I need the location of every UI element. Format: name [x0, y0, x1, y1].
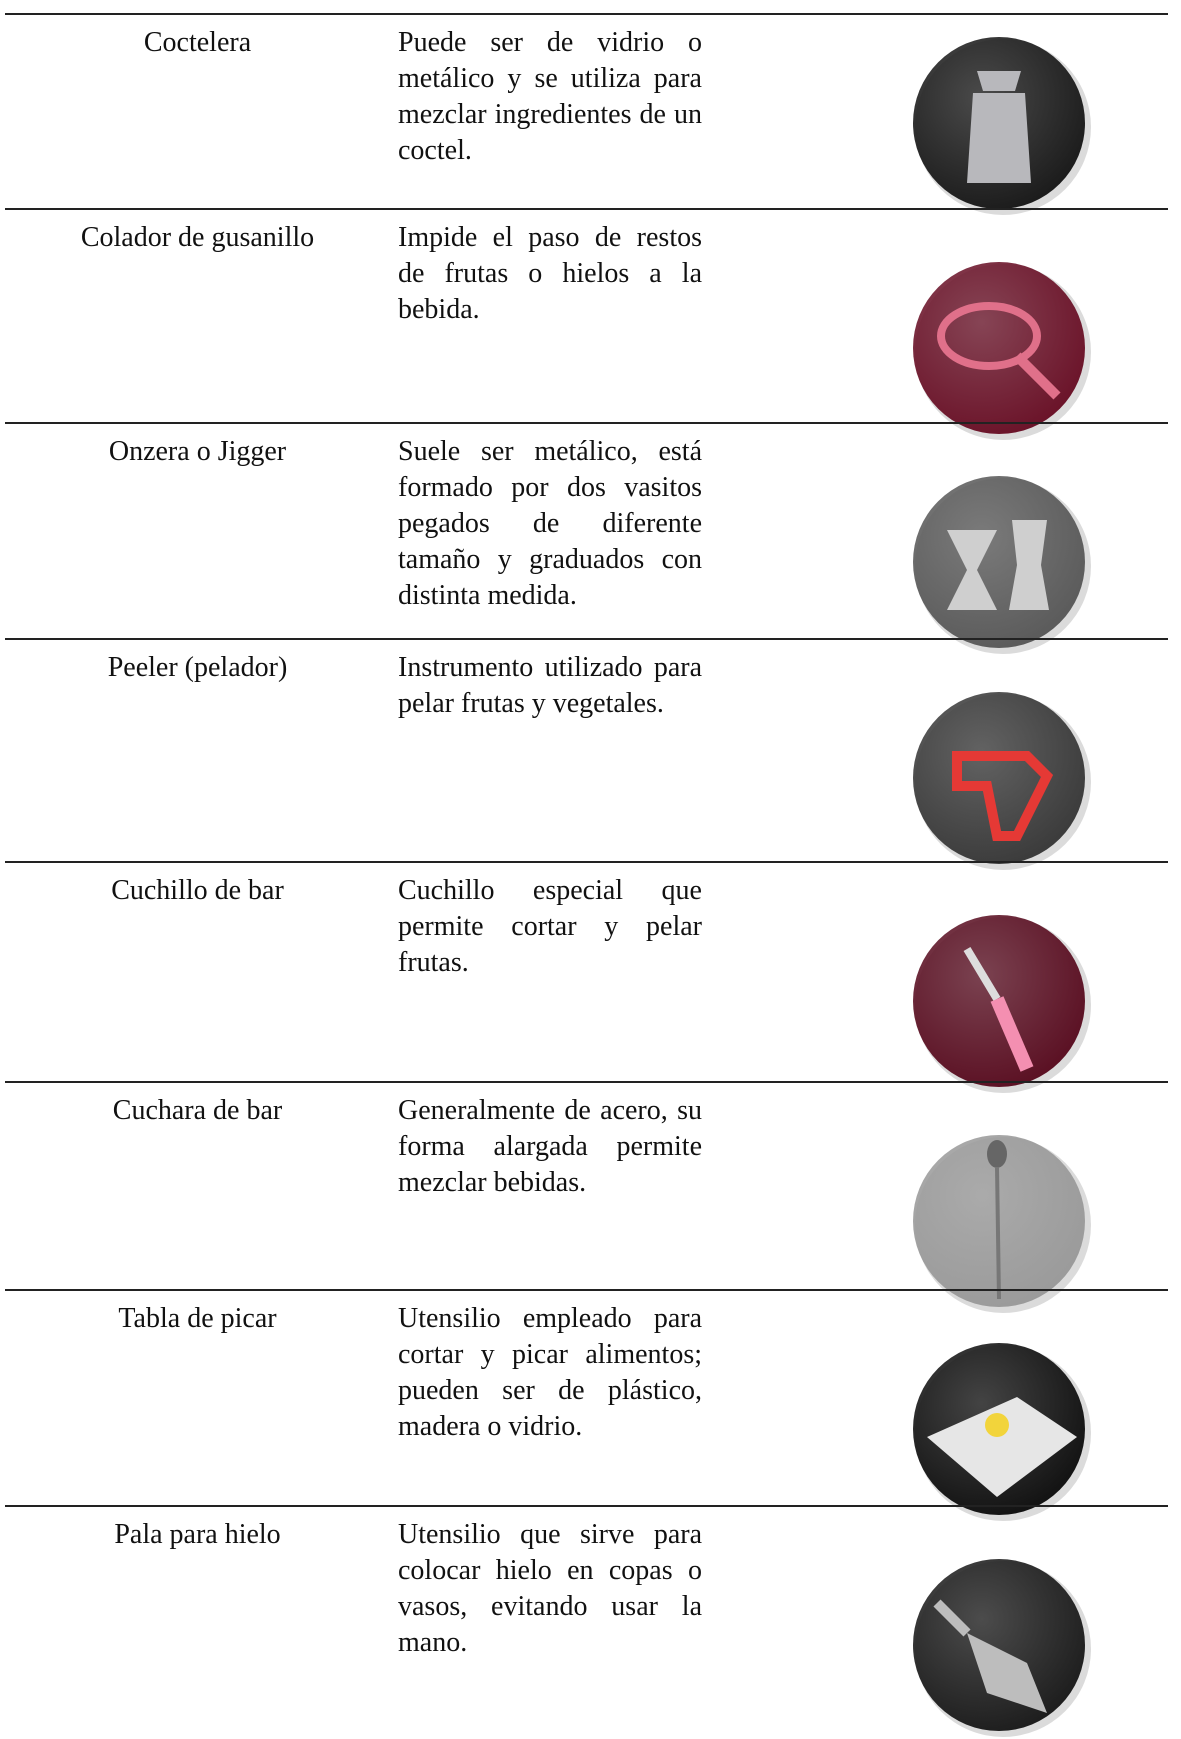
tool-photo	[913, 1559, 1091, 1737]
board	[927, 1397, 1077, 1497]
tool-description: Puede ser de vidrio o metálico y se util…	[398, 27, 702, 166]
shaker	[967, 71, 1031, 183]
tool-photo	[913, 1135, 1091, 1313]
strainer-handle	[1013, 352, 1061, 400]
tool-photo	[913, 37, 1091, 215]
tool-name: Cuchillo de bar	[111, 875, 284, 906]
lemon	[985, 1413, 1009, 1437]
photo-circle	[913, 692, 1085, 864]
row-rule	[5, 208, 1168, 210]
tool-name: Colador de gusanillo	[80, 222, 315, 253]
tool-description: Generalmente de acero, su forma alargada…	[398, 1095, 702, 1198]
tool-name: Peeler (pelador)	[107, 652, 288, 683]
tool-photo	[913, 692, 1091, 870]
knife-blade	[963, 946, 1001, 1002]
tool-photo	[913, 915, 1091, 1093]
tool-description: Suele ser metálico, está formado por dos…	[398, 436, 702, 611]
spoon-bowl	[987, 1140, 1007, 1168]
tool-name: Onzera o Jigger	[108, 436, 287, 467]
tool-description: Utensilio empleado para cortar y picar a…	[398, 1303, 702, 1442]
tool-description: Instrumento utilizado para pelar frutas …	[398, 652, 702, 719]
row-rule	[5, 638, 1168, 640]
photo-circle	[913, 1559, 1085, 1731]
strainer	[937, 302, 1041, 370]
peeler	[952, 751, 1054, 841]
row-rule	[5, 422, 1168, 424]
tool-description: Cuchillo especial que permite cortar y p…	[398, 875, 702, 978]
tool-name: Tabla de picar	[118, 1303, 277, 1334]
row-rule	[5, 861, 1168, 863]
photo-circle	[913, 476, 1085, 648]
row-rule	[5, 1081, 1168, 1083]
spoon-stem	[995, 1166, 1001, 1300]
tool-photo	[913, 476, 1091, 654]
tool-photo	[913, 1343, 1091, 1521]
tool-name: Pala para hielo	[114, 1519, 281, 1550]
jigger	[1009, 520, 1049, 610]
tool-description: Impide el paso de restos de frutas o hie…	[398, 222, 702, 325]
tool-name: Coctelera	[143, 27, 252, 58]
tool-description: Utensilio que sirve para colocar hielo e…	[398, 1519, 702, 1658]
row-rule	[5, 1289, 1168, 1291]
knife-handle	[990, 996, 1034, 1072]
scoop-handle	[933, 1599, 971, 1637]
row-rule	[5, 1505, 1168, 1507]
jigger	[947, 530, 997, 610]
tool-photo	[913, 262, 1091, 440]
row-rule	[5, 13, 1168, 15]
tool-name: Cuchara de bar	[112, 1095, 283, 1126]
scoop	[967, 1633, 1047, 1713]
photo-circle	[913, 262, 1085, 434]
